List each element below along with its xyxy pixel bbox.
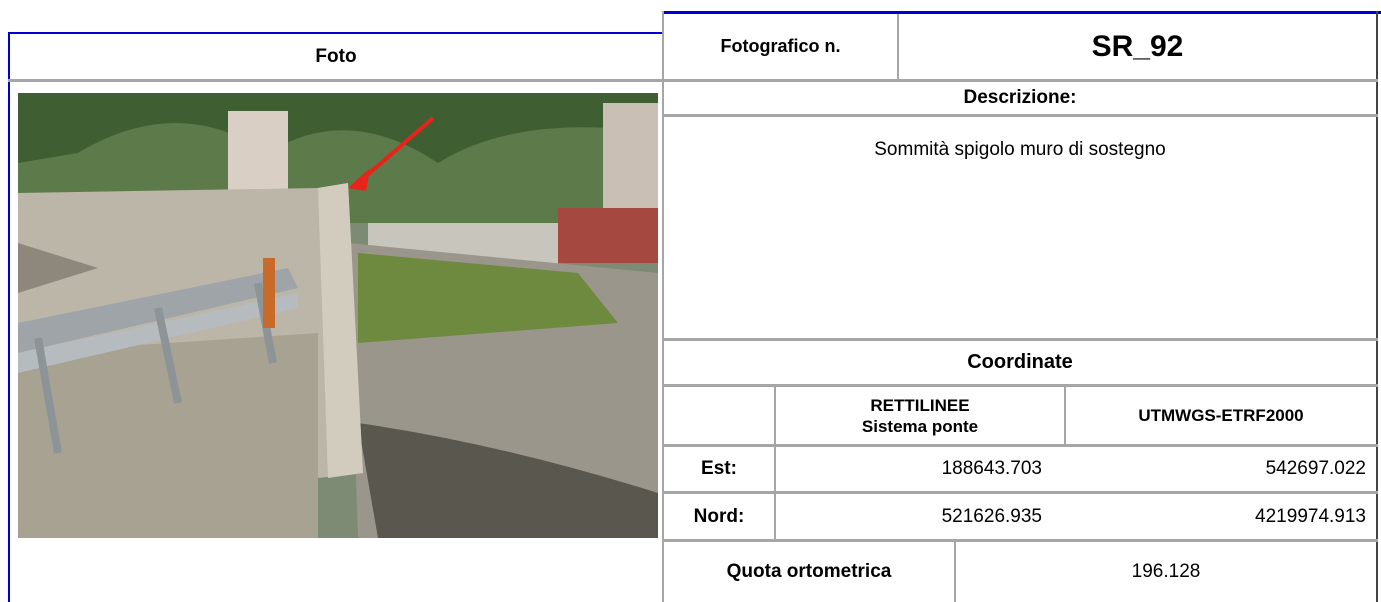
border (663, 11, 1381, 14)
border (663, 384, 1378, 387)
border (897, 14, 899, 80)
coordinates-label: Coordinate (967, 351, 1073, 373)
row-label: Est: (701, 458, 737, 479)
border (663, 114, 1378, 117)
border (662, 11, 664, 602)
border (663, 338, 1378, 341)
photo (18, 93, 658, 538)
photo-number-label: Fotografico n. (720, 36, 841, 56)
photo-number: SR_92 (1091, 29, 1184, 63)
border (663, 79, 1378, 82)
border (663, 539, 1378, 542)
column-header-line: RETTILINEE (870, 395, 970, 415)
elevation-label: Quota ortometrica (726, 561, 892, 582)
border (1376, 11, 1378, 602)
row-label: Nord: (693, 505, 745, 527)
column-header: RETTILINEE Sistema ponte (776, 387, 1064, 444)
border (954, 541, 956, 602)
description-label: Descrizione: (963, 87, 1077, 108)
column-header: UTMWGS-ETRF2000 (1138, 405, 1304, 425)
coordinate-value: 521626.935 (941, 505, 1042, 527)
border (774, 386, 776, 540)
column-header-line: Sistema ponte (861, 416, 979, 436)
elevation: 196.128 (1131, 561, 1201, 582)
coordinate-value: 542697.022 (1265, 458, 1366, 479)
border (663, 444, 1378, 447)
photo-header: Foto (315, 45, 357, 67)
border (8, 32, 664, 34)
border (1064, 386, 1066, 445)
border (663, 491, 1378, 494)
coordinate-value: 188643.703 (941, 458, 1042, 479)
border (8, 79, 664, 82)
border (8, 32, 10, 602)
coordinate-value: 4219974.913 (1255, 505, 1366, 527)
description: Sommità spigolo muro di sostegno (874, 139, 1166, 160)
